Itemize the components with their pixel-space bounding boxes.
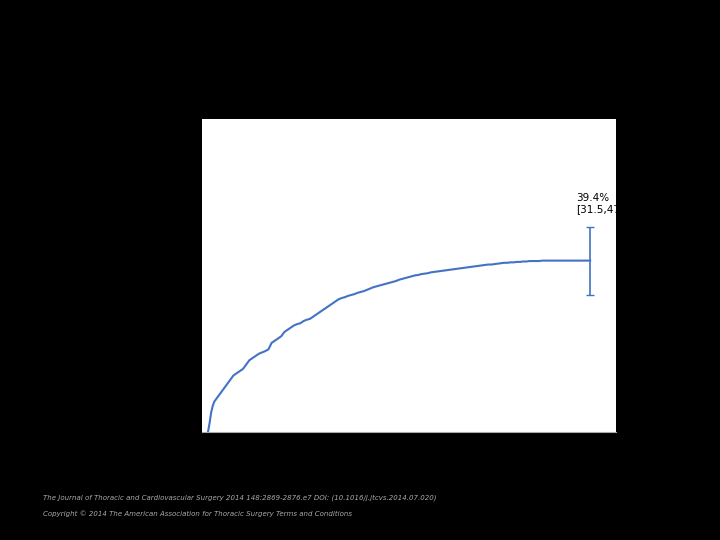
- Text: Figure E 2: Figure E 2: [322, 43, 398, 58]
- Text: The Journal of Thoracic and Cardiovascular Surgery 2014 148:2869-2876.e7 DOI: (1: The Journal of Thoracic and Cardiovascul…: [43, 494, 437, 501]
- Text: 39.4%
[31.5,47.2]: 39.4% [31.5,47.2]: [576, 193, 634, 214]
- Y-axis label: All-Cause Mortality or Major Stroke: All-Cause Mortality or Major Stroke: [161, 185, 170, 366]
- X-axis label: Months Post Procedure: Months Post Procedure: [341, 452, 476, 465]
- Text: Copyright © 2014 The American Association for Thoracic Surgery Terms and Conditi: Copyright © 2014 The American Associatio…: [43, 510, 352, 517]
